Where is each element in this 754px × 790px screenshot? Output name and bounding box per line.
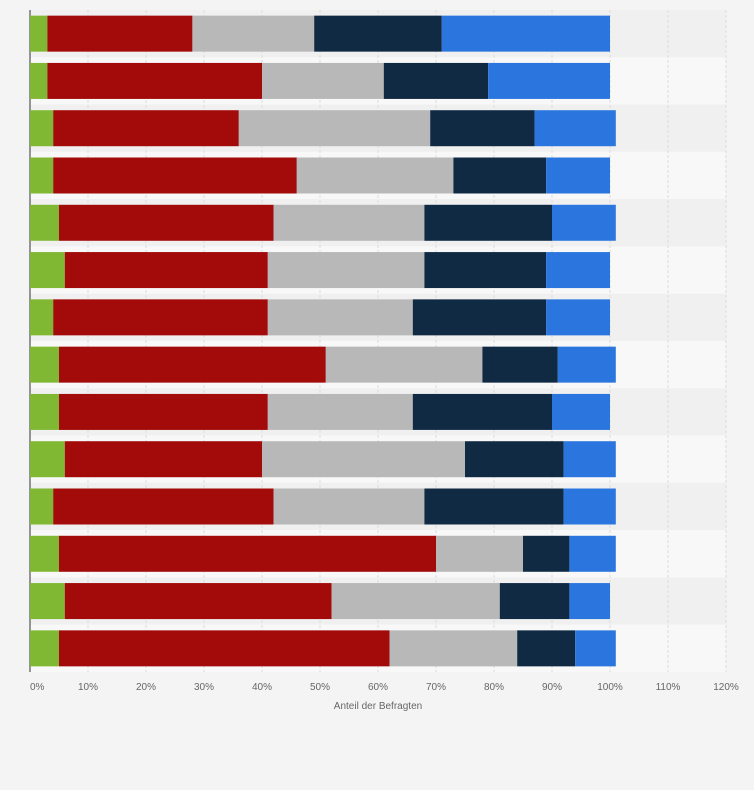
bar-segment-2 [53, 157, 297, 194]
bar-segment-3 [325, 346, 483, 383]
bar-segment-2 [59, 535, 436, 572]
bar-segment-3 [262, 62, 384, 99]
bar-segment-2 [64, 441, 262, 478]
bars [30, 15, 616, 667]
bar-segment-3 [273, 204, 425, 241]
bar-segment-1 [30, 252, 65, 289]
bar-segment-5 [534, 110, 616, 147]
bar-segment-2 [59, 204, 274, 241]
bar-segment-3 [262, 441, 465, 478]
bar-segment-2 [64, 583, 332, 620]
bar-segment-2 [47, 62, 263, 99]
bar-segment-4 [482, 346, 558, 383]
bar-segment-3 [389, 630, 518, 667]
bar-segment-4 [465, 441, 564, 478]
bar-segment-5 [441, 15, 610, 52]
bar-segment-1 [30, 157, 54, 194]
bar-segment-2 [59, 393, 268, 430]
bar-segment-5 [563, 488, 616, 525]
bar-segment-4 [412, 393, 552, 430]
bar-segment-5 [569, 535, 616, 572]
bar-segment-4 [412, 299, 547, 336]
x-tick-label: 50% [310, 682, 330, 693]
bar-segment-1 [30, 299, 54, 336]
bar-segment-4 [424, 204, 552, 241]
bar-segment-5 [575, 630, 616, 667]
bar-segment-1 [30, 488, 54, 525]
bar-segment-5 [546, 157, 610, 194]
bar-segment-3 [267, 252, 425, 289]
bar-segment-3 [267, 299, 413, 336]
bar-segment-5 [569, 583, 610, 620]
x-tick-label: 120% [713, 682, 739, 693]
x-tick-label: 90% [542, 682, 562, 693]
x-tick-label: 70% [426, 682, 446, 693]
bar-segment-1 [30, 346, 59, 383]
x-tick-label: 30% [194, 682, 214, 693]
bar-segment-1 [30, 535, 59, 572]
bar-segment-1 [30, 204, 59, 241]
bar-segment-3 [331, 583, 500, 620]
bar-segment-1 [30, 393, 59, 430]
x-tick-label: 10% [78, 682, 98, 693]
bar-segment-4 [453, 157, 547, 194]
x-tick-label: 110% [656, 682, 681, 693]
bar-segment-4 [314, 15, 442, 52]
bar-segment-4 [383, 62, 489, 99]
x-axis-title: Anteil der Befragten [334, 701, 422, 712]
bar-segment-5 [546, 252, 610, 289]
x-tick-label: 0% [30, 682, 45, 693]
bar-segment-5 [563, 441, 616, 478]
bar-segment-2 [53, 299, 268, 336]
bar-segment-1 [30, 441, 65, 478]
bar-segment-2 [64, 252, 268, 289]
bar-segment-1 [30, 62, 48, 99]
bar-segment-3 [238, 110, 431, 147]
bar-segment-5 [552, 393, 610, 430]
x-tick-label: 20% [136, 682, 156, 693]
bar-segment-5 [557, 346, 616, 383]
bar-segment-3 [273, 488, 425, 525]
bar-segment-4 [523, 535, 570, 572]
bar-segment-3 [267, 393, 413, 430]
bar-segment-4 [499, 583, 570, 620]
bar-segment-2 [53, 110, 239, 147]
x-tick-label: 80% [484, 682, 504, 693]
bar-segment-3 [192, 15, 315, 52]
bar-segment-1 [30, 583, 65, 620]
bar-segment-5 [488, 62, 610, 99]
bar-segment-4 [517, 630, 576, 667]
x-tick-label: 40% [252, 682, 272, 693]
bar-segment-2 [59, 346, 326, 383]
bar-segment-5 [546, 299, 610, 336]
bar-segment-2 [53, 488, 274, 525]
bar-segment-2 [59, 630, 390, 667]
bar-segment-2 [47, 15, 193, 52]
bar-segment-3 [436, 535, 523, 572]
x-tick-label: 60% [368, 682, 388, 693]
bar-segment-4 [424, 252, 547, 289]
bar-segment-4 [424, 488, 564, 525]
bar-segment-1 [30, 110, 54, 147]
bar-segment-4 [430, 110, 535, 147]
bar-segment-5 [552, 204, 616, 241]
x-axis-ticks: 0% 10% 20% 30% 40% 50% 60% 70% 80% 90% 100% 110% 120… [30, 682, 739, 693]
x-tick-label: 100% [597, 682, 623, 693]
bar-segment-1 [30, 630, 59, 667]
bar-segment-1 [30, 15, 48, 52]
bar-segment-3 [296, 157, 454, 194]
